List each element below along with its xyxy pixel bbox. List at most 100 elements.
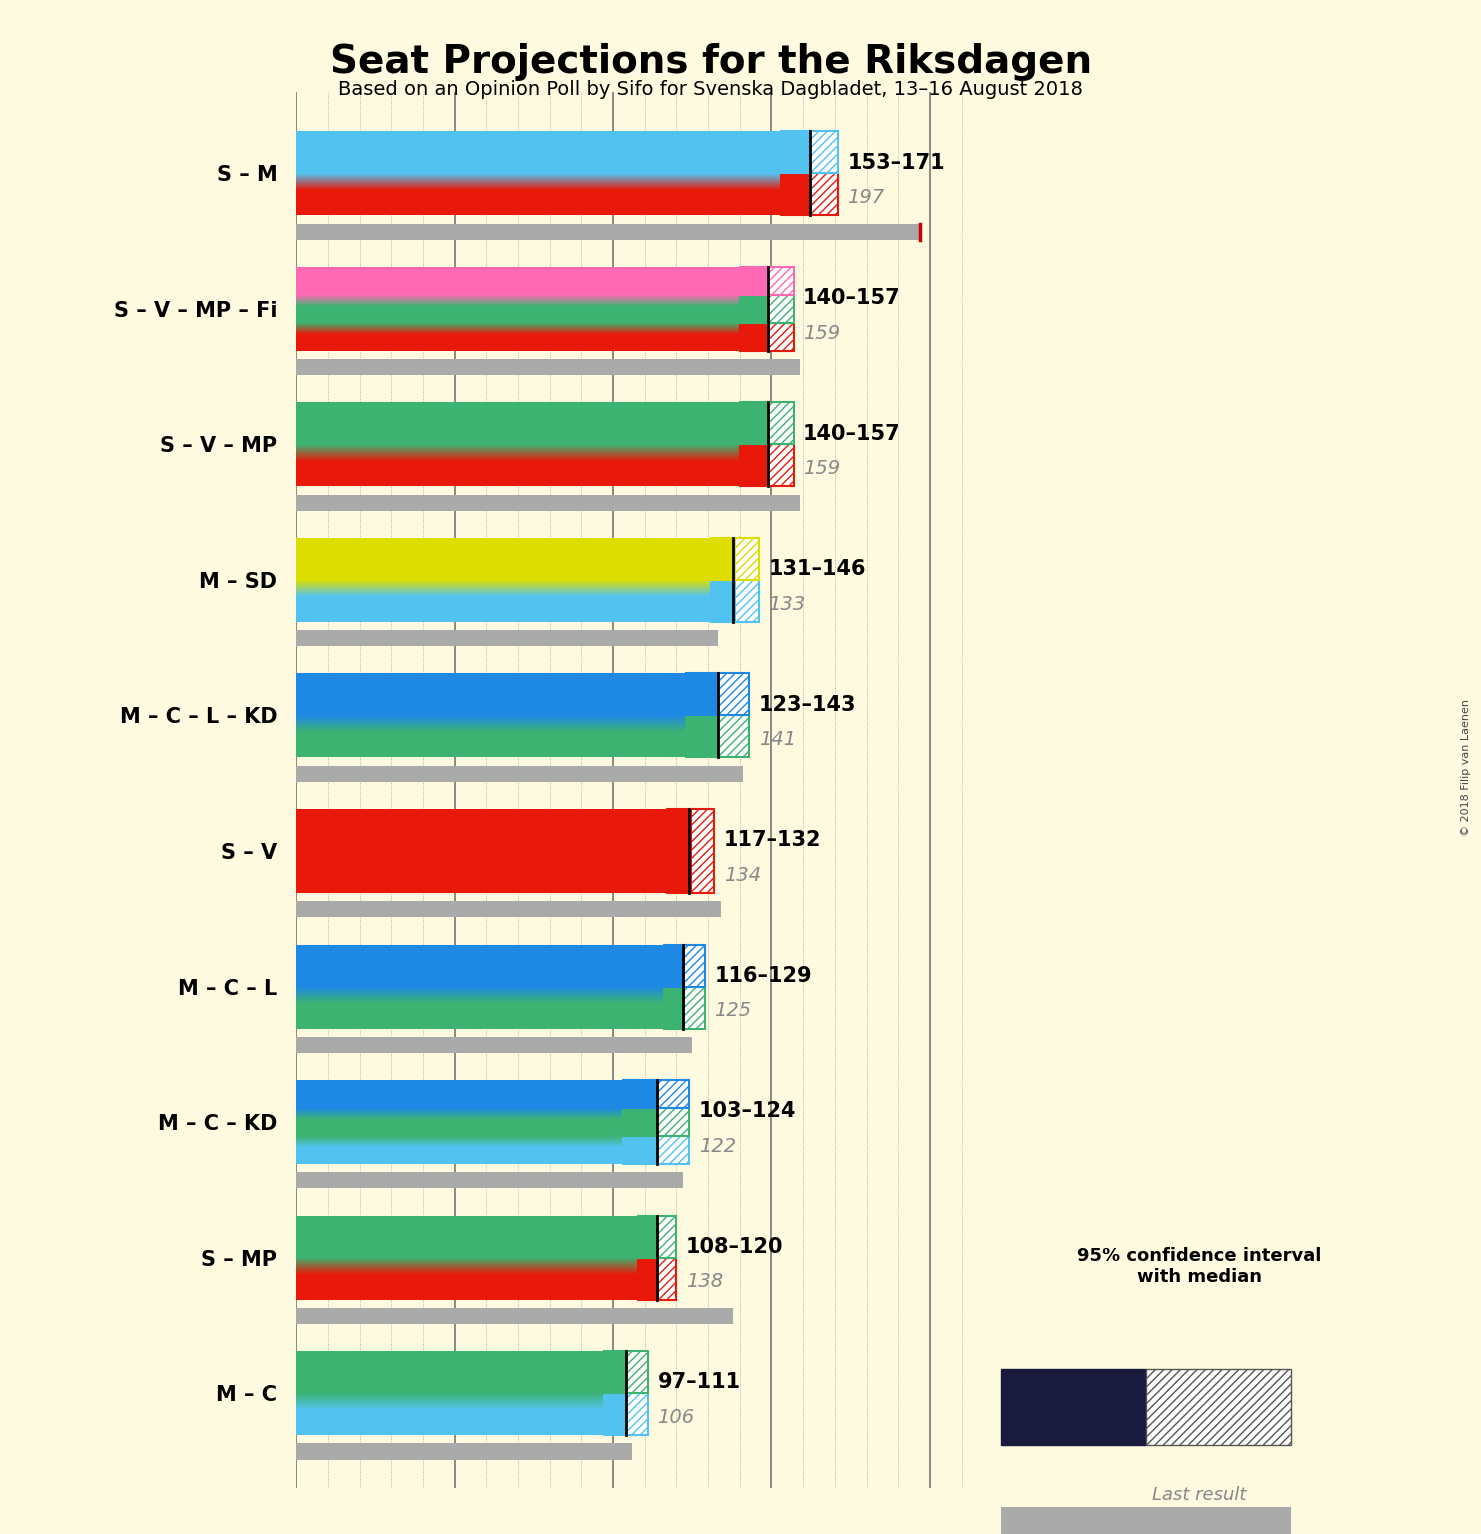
Bar bbox=[296, 494, 800, 511]
Bar bbox=[686, 673, 718, 715]
Bar bbox=[296, 334, 794, 351]
Bar bbox=[296, 538, 758, 580]
Bar bbox=[296, 1037, 692, 1052]
Bar bbox=[296, 1120, 689, 1137]
Text: 159: 159 bbox=[803, 459, 840, 479]
Text: © 2018 Filip van Laenen: © 2018 Filip van Laenen bbox=[1460, 698, 1471, 836]
Bar bbox=[622, 1080, 656, 1108]
Bar bbox=[686, 715, 718, 758]
Bar bbox=[296, 808, 714, 893]
Bar bbox=[296, 1410, 647, 1436]
Text: 103–124: 103–124 bbox=[699, 1101, 797, 1121]
Bar bbox=[296, 765, 743, 782]
Text: Last result: Last result bbox=[1152, 1486, 1247, 1505]
Bar bbox=[622, 1137, 656, 1164]
Bar bbox=[656, 1080, 689, 1108]
Bar bbox=[296, 1147, 689, 1164]
Text: 122: 122 bbox=[699, 1137, 736, 1157]
Text: 106: 106 bbox=[658, 1408, 695, 1427]
Bar bbox=[1001, 1506, 1291, 1534]
Bar bbox=[684, 986, 705, 1028]
Bar bbox=[656, 1108, 689, 1137]
Bar bbox=[296, 1215, 677, 1258]
Bar bbox=[296, 1275, 677, 1299]
Bar bbox=[296, 402, 794, 445]
Bar bbox=[626, 1393, 647, 1436]
Bar bbox=[740, 267, 767, 295]
Bar bbox=[810, 132, 838, 173]
Text: 123–143: 123–143 bbox=[758, 695, 856, 715]
Bar bbox=[626, 1351, 647, 1393]
Bar bbox=[735, 538, 758, 580]
Bar bbox=[296, 307, 794, 322]
Bar bbox=[656, 1137, 689, 1164]
Bar bbox=[740, 445, 767, 486]
Text: 197: 197 bbox=[847, 189, 884, 207]
Bar bbox=[296, 1351, 647, 1393]
Text: 131–146: 131–146 bbox=[769, 558, 866, 580]
Bar bbox=[296, 945, 705, 986]
Text: 140–157: 140–157 bbox=[803, 288, 900, 308]
Bar bbox=[666, 808, 690, 893]
Bar bbox=[296, 224, 920, 239]
Bar bbox=[296, 267, 794, 295]
Text: 133: 133 bbox=[769, 595, 806, 614]
Bar bbox=[296, 132, 838, 173]
Bar bbox=[658, 1215, 677, 1258]
Bar bbox=[622, 1108, 656, 1137]
Bar bbox=[663, 945, 684, 986]
Text: 159: 159 bbox=[803, 324, 840, 342]
Bar bbox=[604, 1393, 626, 1436]
Bar bbox=[663, 986, 684, 1028]
Bar bbox=[711, 538, 735, 580]
Bar bbox=[767, 267, 794, 295]
Bar bbox=[638, 1258, 658, 1299]
Text: 138: 138 bbox=[686, 1273, 723, 1292]
Bar bbox=[296, 1307, 733, 1324]
Bar bbox=[767, 402, 794, 445]
Bar bbox=[1146, 1368, 1291, 1445]
Bar bbox=[296, 673, 749, 715]
Bar bbox=[684, 945, 705, 986]
Text: 97–111: 97–111 bbox=[658, 1373, 740, 1393]
Bar bbox=[767, 295, 794, 322]
Text: 95% confidence interval
with median: 95% confidence interval with median bbox=[1077, 1247, 1323, 1285]
Bar bbox=[718, 673, 749, 715]
Bar bbox=[296, 1080, 689, 1108]
Text: 134: 134 bbox=[724, 865, 761, 885]
Text: 116–129: 116–129 bbox=[714, 966, 812, 986]
Bar bbox=[690, 808, 714, 893]
Bar bbox=[296, 732, 749, 758]
Text: 141: 141 bbox=[758, 730, 795, 750]
Bar bbox=[296, 597, 758, 621]
Bar bbox=[740, 402, 767, 445]
Bar bbox=[296, 630, 718, 646]
Text: 125: 125 bbox=[714, 1002, 751, 1020]
Bar bbox=[780, 173, 810, 215]
Bar bbox=[296, 1443, 632, 1459]
Text: Based on an Opinion Poll by Sifo for Svenska Dagbladet, 13–16 August 2018: Based on an Opinion Poll by Sifo for Sve… bbox=[339, 80, 1083, 98]
Text: 117–132: 117–132 bbox=[724, 830, 822, 850]
Bar bbox=[1001, 1368, 1146, 1445]
Bar bbox=[740, 322, 767, 351]
Bar bbox=[810, 173, 838, 215]
Bar bbox=[296, 190, 838, 215]
Bar bbox=[735, 580, 758, 621]
Bar bbox=[638, 1215, 658, 1258]
Text: 140–157: 140–157 bbox=[803, 423, 900, 443]
Text: 153–171: 153–171 bbox=[847, 152, 945, 172]
Bar bbox=[296, 359, 800, 376]
Bar bbox=[296, 1172, 683, 1189]
Bar bbox=[718, 715, 749, 758]
Bar bbox=[711, 580, 735, 621]
Bar bbox=[767, 445, 794, 486]
Bar bbox=[740, 295, 767, 322]
Bar bbox=[604, 1351, 626, 1393]
Text: 108–120: 108–120 bbox=[686, 1236, 783, 1256]
Bar bbox=[296, 1003, 705, 1028]
Bar bbox=[296, 900, 721, 917]
Bar bbox=[658, 1258, 677, 1299]
Bar bbox=[767, 322, 794, 351]
Bar bbox=[780, 132, 810, 173]
Bar bbox=[296, 462, 794, 486]
